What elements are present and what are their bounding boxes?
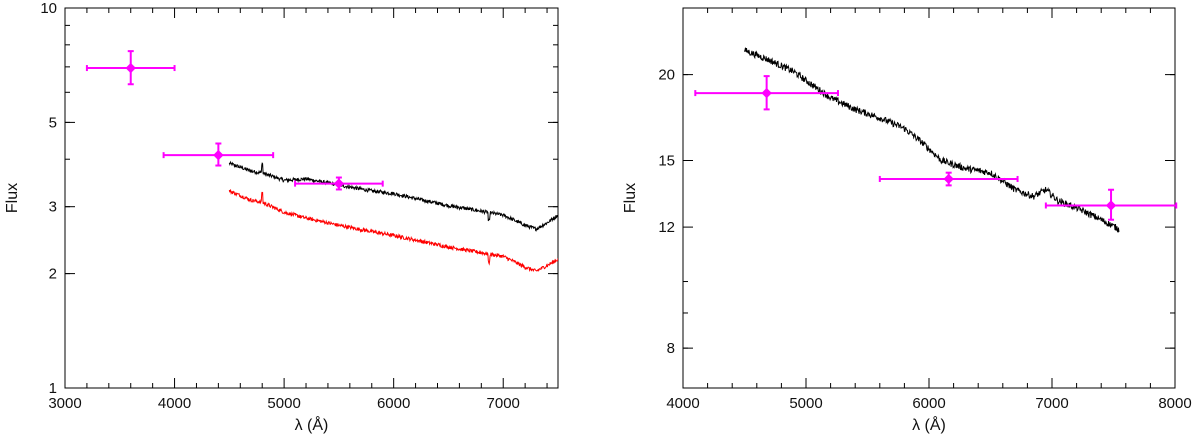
y-tick-label: 5 [49, 114, 57, 131]
x-tick-label: 4000 [158, 395, 191, 412]
y-tick-label: 20 [658, 67, 675, 84]
photometry-point-3 [294, 176, 384, 191]
y-axis-label: Flux [4, 183, 21, 213]
x-tick-label: 6000 [912, 395, 945, 412]
photometry-point-3 [1044, 188, 1178, 221]
plot-frame [682, 7, 1176, 389]
x-tick-label: 4000 [666, 395, 699, 412]
data-point-marker [761, 87, 772, 99]
x-axis-label: λ (Å) [912, 415, 946, 434]
photometry-point-2 [162, 142, 275, 167]
data-point-marker [333, 178, 345, 189]
x-tick-label: 8000 [1158, 395, 1191, 412]
y-axis-label: Flux [622, 183, 639, 213]
data-point-marker [943, 173, 954, 185]
y-tick-label: 1 [49, 380, 57, 397]
plot-frame [64, 7, 559, 389]
y-tick-label: 12 [658, 219, 675, 236]
y-tick-label: 10 [40, 0, 57, 17]
data-point-marker [125, 62, 136, 74]
y-tick-label: 8 [667, 340, 675, 357]
x-tick-label: 5000 [267, 395, 300, 412]
y-tick-label: 15 [658, 152, 675, 169]
data-point-marker [1105, 200, 1117, 211]
spectrum-line-2 [228, 188, 558, 273]
chart-panel-left: 3000 4000 5000 6000 7000 1 2 3 5 10 λ (Å) Flux [4, 0, 559, 434]
x-tick-label: 6000 [377, 395, 410, 412]
x-tick-label: 7000 [487, 395, 520, 412]
x-tick-label: 7000 [1035, 395, 1068, 412]
data-point-marker [213, 149, 224, 161]
y-tick-label: 2 [49, 266, 57, 283]
x-axis-label: λ (Å) [295, 415, 329, 434]
y-tick-label: 3 [49, 199, 57, 216]
spectrum-line-1 [228, 160, 558, 232]
photometry-point-1 [694, 75, 839, 111]
x-tick-label: 3000 [48, 395, 81, 412]
photometry-point-2 [878, 171, 1019, 187]
spectrum-line-1 [744, 47, 1120, 234]
photometry-point-1 [85, 50, 176, 86]
x-tick-label: 5000 [789, 395, 822, 412]
chart-panel-right: 4000 5000 6000 7000 8000 8 12 15 20 λ (Å) Flux [622, 7, 1192, 434]
